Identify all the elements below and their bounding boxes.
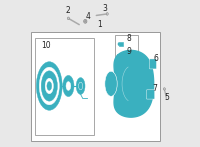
- Ellipse shape: [41, 71, 57, 101]
- Text: 8: 8: [126, 34, 131, 43]
- Ellipse shape: [79, 82, 83, 90]
- Text: 10: 10: [41, 41, 50, 50]
- Ellipse shape: [105, 71, 117, 96]
- Ellipse shape: [63, 75, 74, 97]
- Text: 6: 6: [153, 54, 158, 63]
- Ellipse shape: [67, 17, 69, 20]
- Text: 5: 5: [164, 92, 169, 102]
- Ellipse shape: [45, 78, 53, 94]
- Bar: [119, 42, 123, 46]
- FancyBboxPatch shape: [146, 90, 155, 99]
- FancyBboxPatch shape: [149, 59, 156, 69]
- Text: 4: 4: [86, 12, 91, 21]
- Ellipse shape: [47, 82, 52, 90]
- Ellipse shape: [84, 19, 87, 23]
- Ellipse shape: [117, 54, 119, 57]
- Text: 1: 1: [98, 20, 102, 30]
- Bar: [115, 35, 138, 66]
- Text: 2: 2: [65, 6, 70, 15]
- Polygon shape: [114, 50, 154, 117]
- Text: 3: 3: [102, 4, 107, 13]
- Ellipse shape: [106, 13, 108, 15]
- Ellipse shape: [66, 82, 71, 90]
- Ellipse shape: [163, 88, 165, 90]
- Bar: [35, 38, 94, 135]
- Ellipse shape: [85, 20, 86, 22]
- Bar: [31, 32, 160, 141]
- Ellipse shape: [118, 43, 120, 46]
- Ellipse shape: [39, 67, 59, 105]
- Text: 9: 9: [126, 47, 131, 56]
- Ellipse shape: [76, 78, 85, 94]
- Text: 7: 7: [153, 84, 158, 93]
- Ellipse shape: [36, 62, 62, 110]
